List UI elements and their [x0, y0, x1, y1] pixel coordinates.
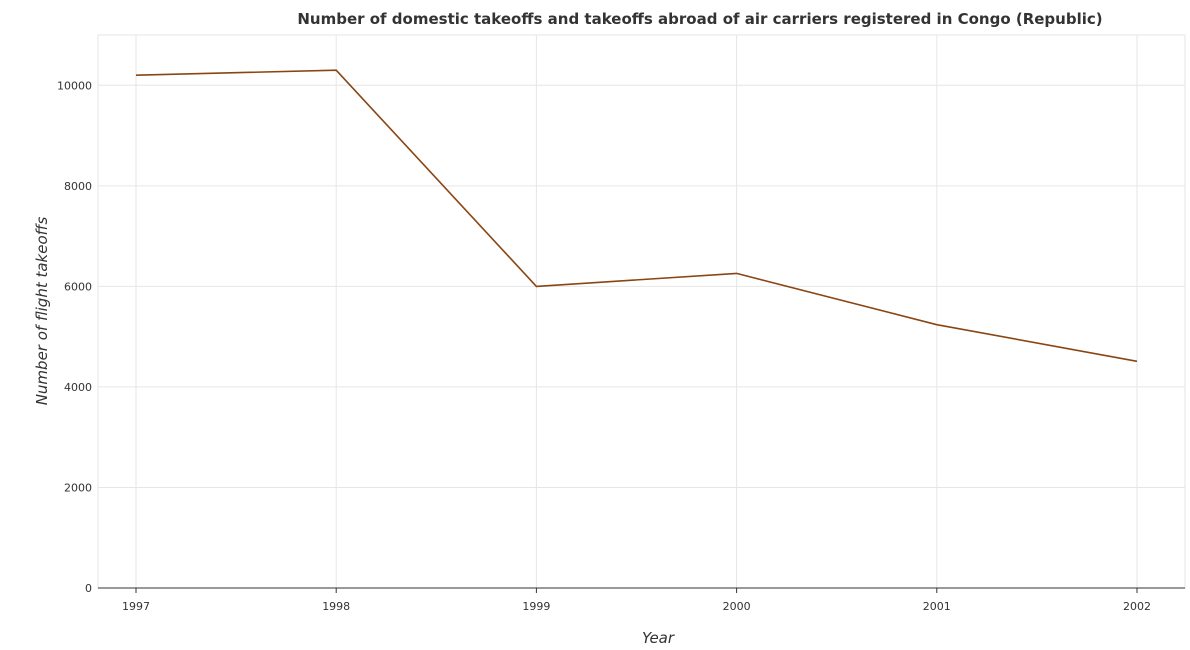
y-tick-label: 10000	[57, 79, 92, 92]
y-tick-label: 0	[85, 582, 92, 595]
x-axis-label: Year	[642, 629, 675, 647]
series-lines	[135, 69, 1138, 363]
x-tick-label: 1997	[122, 600, 150, 613]
x-tick-label: 2001	[923, 600, 951, 613]
x-tick-labels: 1997 1998 1999 2000 2001 2002	[122, 600, 1151, 613]
y-tick-label: 6000	[64, 280, 92, 293]
chart-title: Number of domestic takeoffs and takeoffs…	[297, 10, 1102, 28]
y-tick-label: 2000	[64, 481, 92, 494]
y-axis-label: Number of flight takeoffs	[33, 217, 51, 406]
y-tick-label: 4000	[64, 381, 92, 394]
grid	[97, 34, 1186, 589]
x-tick-label: 2002	[1123, 600, 1151, 613]
x-tick-label: 1999	[522, 600, 550, 613]
y-tick-labels: 0 2000 4000 6000 8000 10000	[57, 79, 92, 595]
y-tick-label: 8000	[64, 180, 92, 193]
x-tick-label: 2000	[723, 600, 751, 613]
axes	[98, 587, 1185, 593]
plot-area	[97, 34, 1186, 589]
series-line	[135, 69, 1138, 363]
x-tick-label: 1998	[322, 600, 350, 613]
